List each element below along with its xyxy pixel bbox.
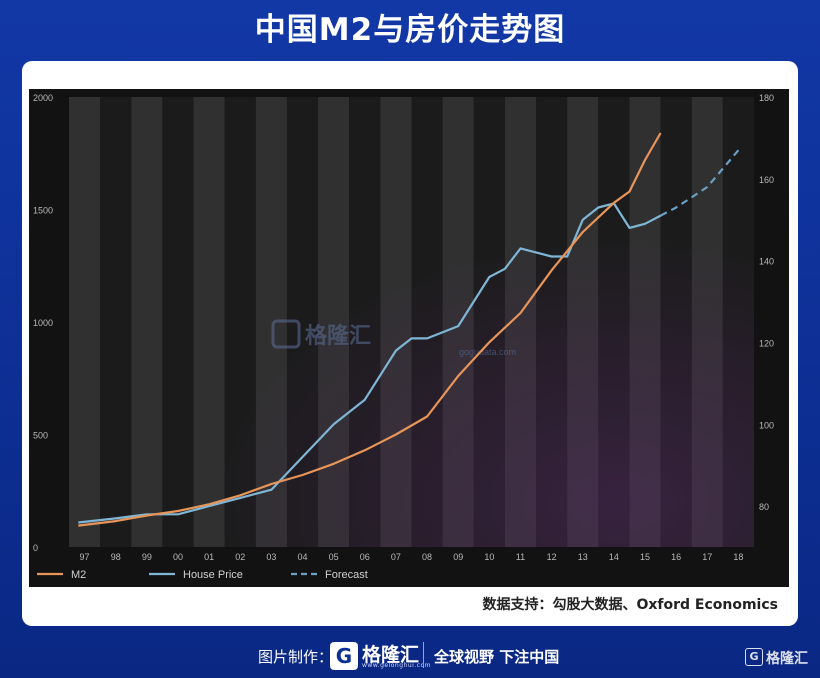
m2-line (78, 132, 662, 527)
x-tick-label: 12 (547, 552, 557, 562)
watermark-url: gogudata.com (459, 347, 516, 357)
background-glow (69, 97, 754, 547)
legend-forecast-label: Forecast (325, 569, 368, 581)
x-tick-label: 01 (204, 552, 214, 562)
house-price-line (78, 202, 662, 524)
x-tick-label: 09 (453, 552, 463, 562)
forecast-line (660, 149, 740, 217)
watermark-logo-icon (271, 319, 301, 349)
y-left-tick-label: 500 (33, 431, 48, 441)
y-left-tick-label: 0 (33, 543, 38, 553)
x-tick-label: 06 (360, 552, 370, 562)
y-right-tick-label: 120 (759, 338, 774, 348)
footer-divider (423, 642, 424, 668)
x-tick-label: 98 (111, 552, 121, 562)
watermark-name: 格隆汇 (305, 323, 371, 349)
y-left-tick-label: 1500 (33, 206, 53, 216)
y-right-tick-label: 180 (759, 93, 774, 103)
y-right-tick-label: 100 (759, 420, 774, 430)
x-tick-label: 00 (173, 552, 183, 562)
x-tick-label: 15 (640, 552, 650, 562)
made-by-label: 图片制作： (258, 648, 334, 666)
x-tick-label: 02 (235, 552, 245, 562)
y-left-tick-label: 1000 (33, 318, 53, 328)
chart-card: 0 500 1000 1500 2000 80 100 120 140 160 180 97 98 99 0… (22, 61, 798, 626)
x-tick-label: 13 (578, 552, 588, 562)
data-source-note: 数据支持：勾股大数据、Oxford Economics (482, 597, 778, 613)
x-tick-label: 16 (671, 552, 681, 562)
x-tick-label: 03 (266, 552, 276, 562)
x-tick-label: 18 (733, 552, 743, 562)
corner-logo-text: 格隆汇 (766, 651, 808, 667)
x-tick-label: 04 (298, 552, 308, 562)
x-tick-label: 99 (142, 552, 152, 562)
x-tick-label: 11 (516, 552, 525, 562)
x-tick-label: 14 (609, 552, 619, 562)
x-tick-label: 17 (702, 552, 712, 562)
y-left-tick-label: 2000 (33, 93, 53, 103)
corner-logo: G 格隆汇 (745, 648, 808, 668)
corner-logo-icon: G (745, 648, 763, 666)
brand-logo-icon (330, 642, 358, 670)
slogan: 全球视野 下注中国 (434, 648, 560, 666)
y-right-tick-label: 160 (759, 175, 774, 185)
footer-bar: 图片制作： 格隆汇 www.gelonghui.com 全球视野 下注中国 G格… (0, 636, 820, 678)
brand-name: 格隆汇 (362, 644, 420, 666)
legend-house-price-label: House Price (183, 569, 243, 581)
chart-area: 0 500 1000 1500 2000 80 100 120 140 160 180 97 98 99 0… (29, 89, 789, 587)
x-tick-label: 10 (484, 552, 494, 562)
page-title: 中国M2与房价走势图 (254, 12, 566, 48)
x-tick-label: 05 (329, 552, 339, 562)
y-right-tick-label: 140 (759, 257, 774, 267)
x-tick-label: 97 (80, 552, 90, 562)
x-tick-label: 07 (391, 552, 401, 562)
y-right-tick-label: 80 (759, 502, 769, 512)
legend-m2-label: M2 (71, 569, 86, 581)
x-tick-label: 08 (422, 552, 432, 562)
brand-url: www.gelonghui.com (362, 662, 432, 669)
